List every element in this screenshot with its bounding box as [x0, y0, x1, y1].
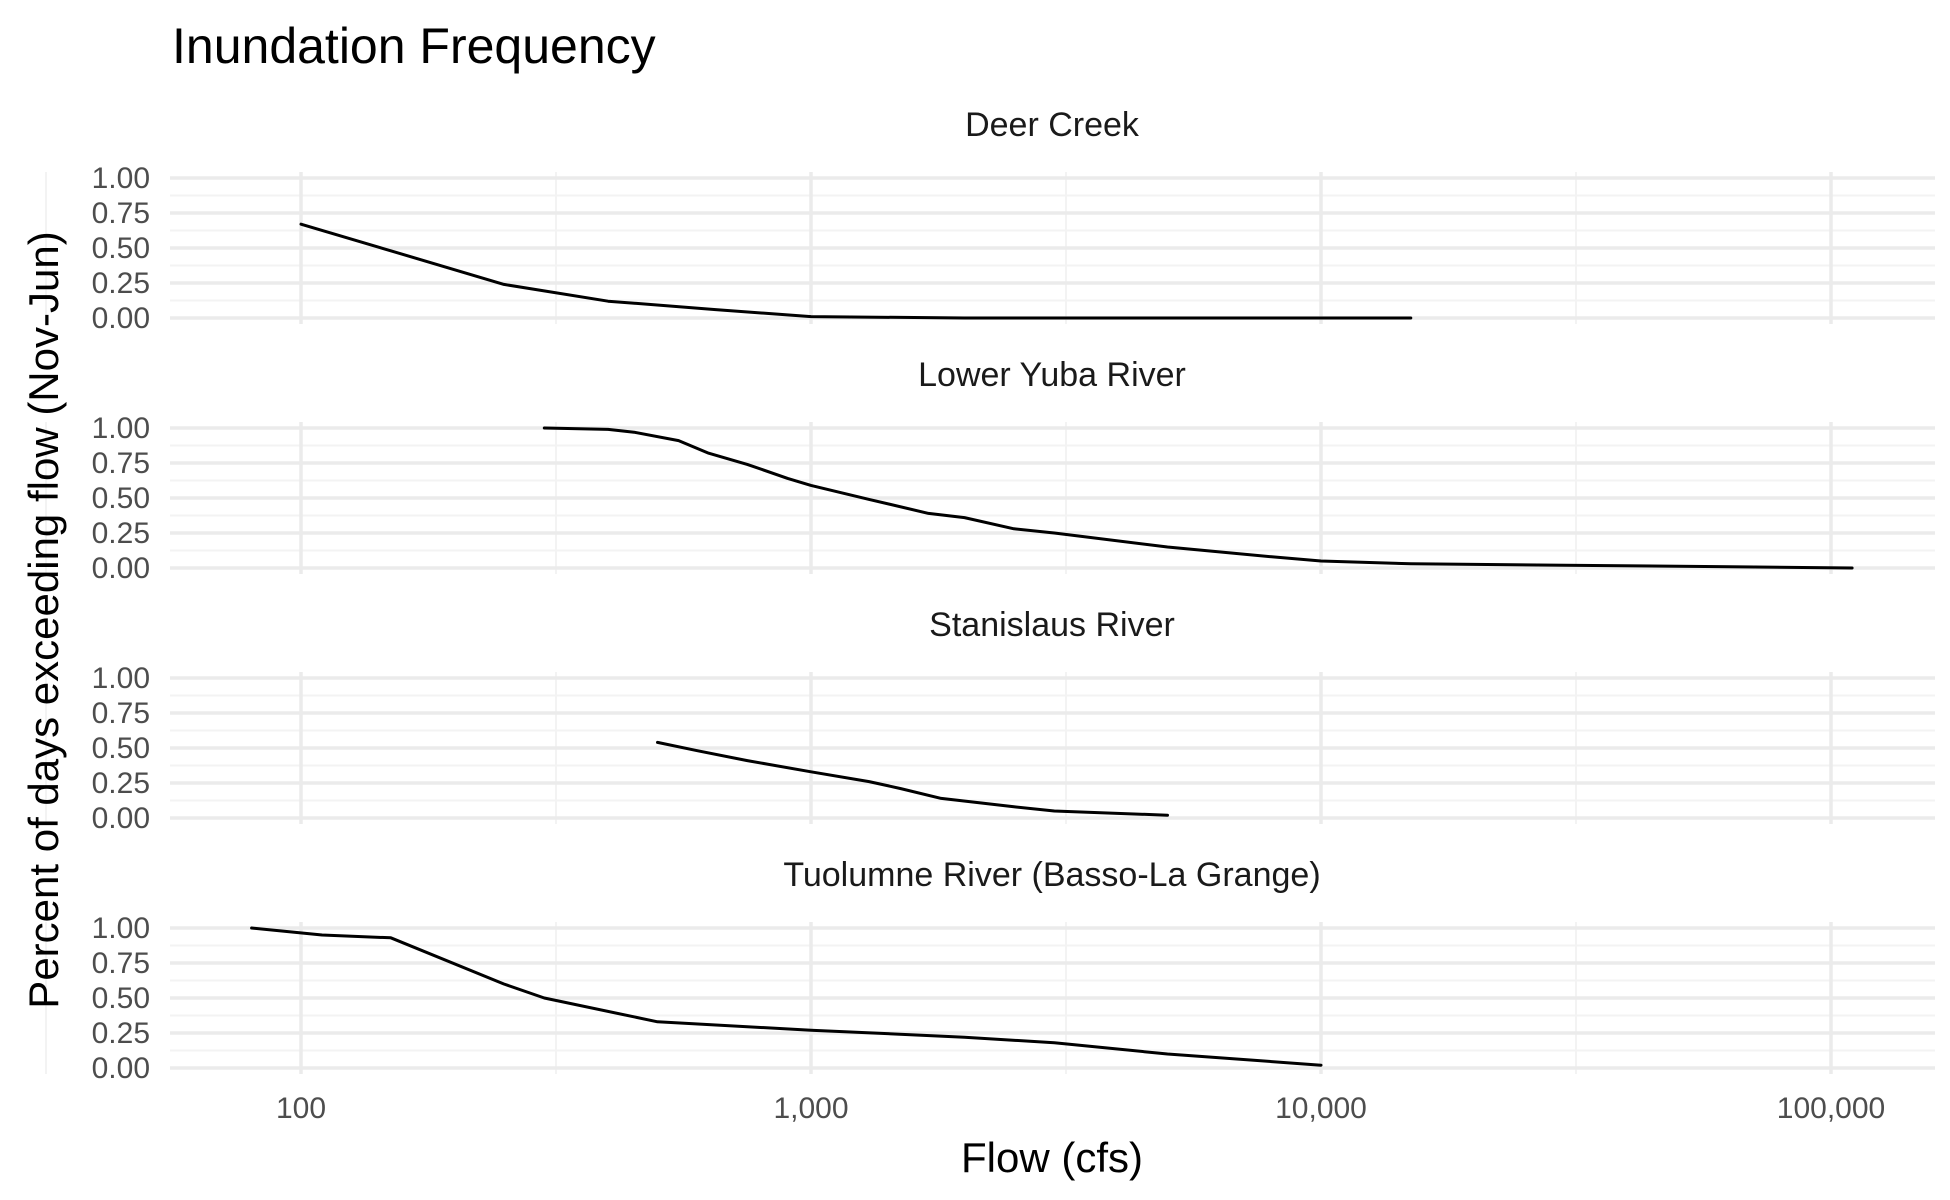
- x-tick-label: 100: [276, 1092, 326, 1125]
- y-tick-label: 0.00: [92, 1052, 150, 1085]
- y-tick-label: 1.00: [92, 912, 150, 945]
- y-tick-label: 1.00: [92, 662, 150, 695]
- y-tick-label: 0.25: [92, 1017, 150, 1050]
- panel-1: 0.000.250.500.751.00 Deer Creek: [45, 106, 1935, 335]
- y-tick-label: 0.25: [92, 767, 150, 800]
- y-tick-label: 0.75: [92, 947, 150, 980]
- x-tick-label: 100,000: [1777, 1092, 1885, 1125]
- y-tick-label: 1.00: [92, 412, 150, 445]
- y-tick-label: 0.75: [92, 697, 150, 730]
- y-tick-label: 0.25: [92, 517, 150, 550]
- x-axis-label: Flow (cfs): [961, 1134, 1143, 1181]
- facet-strip-label: Deer Creek: [965, 106, 1140, 144]
- series-line-1: [299, 222, 1413, 320]
- panel-3: 0.000.250.500.751.00 Stanislaus River: [45, 606, 1935, 835]
- facet-strip-label: Lower Yuba River: [918, 356, 1186, 394]
- facet-strip-label: Tuolumne River (Basso-La Grange): [783, 856, 1320, 894]
- y-tick-label: 0.00: [92, 802, 150, 835]
- y-tick-label: 0.50: [92, 732, 150, 765]
- series-line-4: [250, 926, 1323, 1067]
- panel-4: 0.000.250.500.751.00 Tuolumne River (Bass…: [45, 856, 1935, 1085]
- y-axis-label: Percent of days exceeding flow (Nov-Jun): [20, 231, 67, 1008]
- y-tick-label: 0.75: [92, 197, 150, 230]
- x-axis-ticks: 100 1,000 10,000 100,000: [276, 1092, 1885, 1125]
- y-tick-label: 0.25: [92, 267, 150, 300]
- y-tick-label: 0.00: [92, 552, 150, 585]
- chart-title: Inundation Frequency: [172, 18, 656, 74]
- x-tick-label: 10,000: [1275, 1092, 1367, 1125]
- facet-strip-label: Stanislaus River: [929, 606, 1175, 644]
- y-tick-label: 1.00: [92, 162, 150, 195]
- x-tick-label: 1,000: [773, 1092, 848, 1125]
- y-tick-label: 0.00: [92, 302, 150, 335]
- panel-2: 0.000.250.500.751.00 Lower Yuba River: [45, 356, 1935, 585]
- y-tick-label: 0.50: [92, 232, 150, 265]
- series-line-3: [656, 740, 1169, 817]
- series-line-2: [542, 426, 1854, 570]
- y-tick-label: 0.75: [92, 447, 150, 480]
- y-tick-label: 0.50: [92, 982, 150, 1015]
- y-tick-label: 0.50: [92, 482, 150, 515]
